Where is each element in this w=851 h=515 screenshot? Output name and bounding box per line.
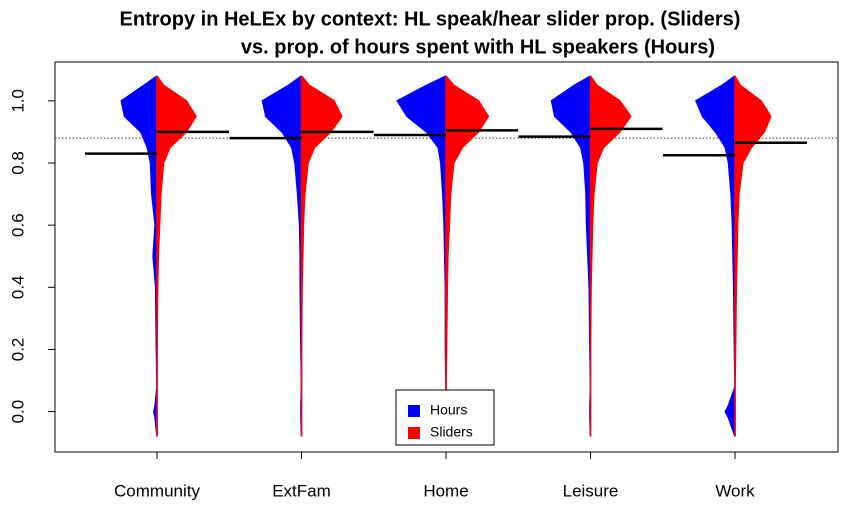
y-tick-label: 0.2: [8, 338, 27, 362]
x-tick-label: Community: [114, 481, 200, 500]
half-violin: [589, 75, 632, 437]
y-tick-label: 1.0: [8, 89, 27, 113]
x-tick-label: Work: [715, 481, 755, 500]
y-tick-label: 0.8: [8, 151, 27, 175]
half-violin: [261, 75, 303, 437]
x-tick-label: Home: [423, 481, 468, 500]
x-tick-label: Leisure: [563, 481, 619, 500]
y-tick-label: 0.0: [8, 400, 27, 424]
y-tick-label: 0.6: [8, 213, 27, 237]
half-violin: [156, 75, 197, 437]
half-violin: [550, 75, 592, 437]
legend-swatch: [408, 427, 420, 439]
x-tick-label: ExtFam: [272, 481, 331, 500]
half-violin: [396, 75, 447, 437]
legend-label: Sliders: [430, 424, 473, 440]
half-violin: [120, 75, 158, 437]
half-violin: [734, 75, 772, 437]
half-violin: [695, 75, 736, 437]
y-tick-label: 0.4: [8, 275, 27, 299]
half-violin: [300, 75, 343, 437]
legend-label: Hours: [430, 402, 467, 418]
chart-title: Entropy in HeLEx by context: HL speak/he…: [120, 8, 741, 30]
chart-subtitle: vs. prop. of hours spent with HL speaker…: [241, 36, 715, 58]
legend-swatch: [408, 405, 420, 417]
